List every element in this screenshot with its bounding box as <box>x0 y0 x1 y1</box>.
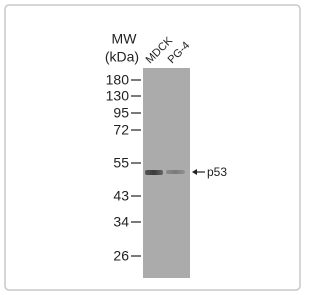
marker-label: 130 <box>106 88 130 104</box>
marker-label: 95 <box>113 105 129 121</box>
target-label: p53 <box>207 165 227 179</box>
mw-label: (kDa) <box>105 49 139 65</box>
marker-label: 72 <box>113 122 129 138</box>
blot-figure: MW (kDa) MDCK PG-4 p53 18013095725543342… <box>0 0 305 295</box>
marker-label: 55 <box>113 155 129 171</box>
marker-label: 26 <box>113 248 129 264</box>
band <box>166 170 185 174</box>
marker-label: 34 <box>113 214 129 230</box>
mw-label: MW <box>112 31 138 47</box>
page: {"mw_label": {"line1": "MW", "line2": "(… <box>0 0 320 295</box>
marker-label: 180 <box>106 72 130 88</box>
marker-label: 43 <box>113 188 129 204</box>
band <box>145 170 163 175</box>
